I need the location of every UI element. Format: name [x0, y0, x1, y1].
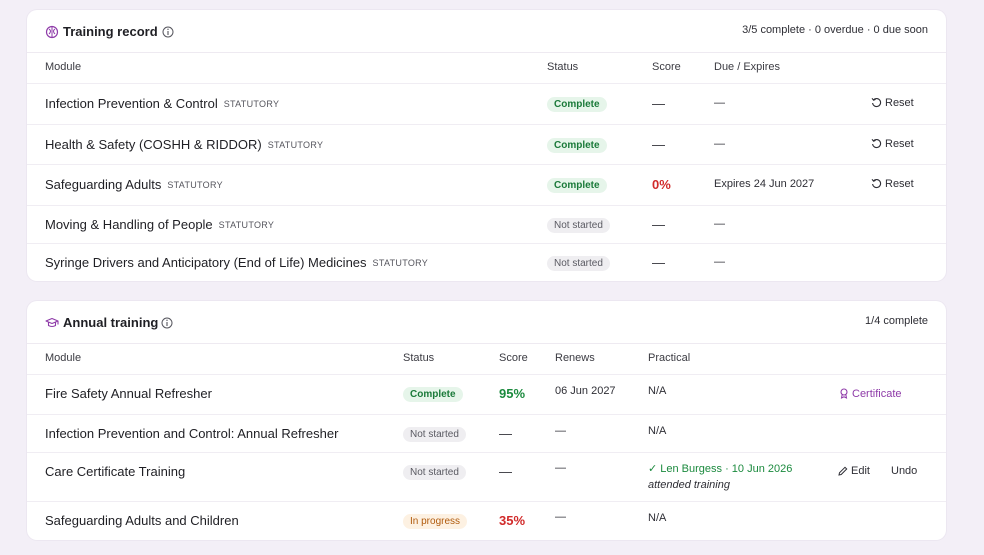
score-value: 0% [652, 177, 671, 192]
reset-button[interactable]: Reset [871, 97, 914, 109]
award-icon [840, 388, 848, 399]
practical-signoff: ✓ Len Burgess · 10 Jun 2026 [648, 463, 793, 475]
module-name[interactable]: Fire Safety Annual Refresher [45, 386, 212, 401]
table-row: Safeguarding Adults and Children In prog… [27, 501, 946, 540]
pencil-icon [838, 466, 848, 476]
annual-training-card: Annual training 1/4 complete Module Stat… [27, 301, 946, 540]
column-header-practical: Practical [648, 352, 691, 364]
score-value: 95% [499, 386, 526, 401]
info-icon[interactable] [161, 317, 173, 329]
module-name[interactable]: Safeguarding Adults STATUTORY [45, 177, 223, 192]
status-badge: Not started [547, 218, 610, 233]
score-value: — [652, 137, 665, 152]
undo-button[interactable]: Undo [891, 465, 918, 477]
status-badge: Not started [403, 465, 466, 480]
table-row: Infection Prevention and Control: Annual… [27, 414, 946, 452]
training-record-card: Training record 3/5 complete · 0 overdue… [27, 10, 946, 281]
module-name[interactable]: Safeguarding Adults and Children [45, 513, 239, 528]
training-record-summary: 3/5 complete · 0 overdue · 0 due soon [742, 24, 928, 36]
practical-note: attended training [648, 479, 730, 491]
reset-icon [871, 97, 882, 108]
reset-label: Reset [885, 97, 914, 109]
practical-value: N/A [648, 425, 667, 437]
status-badge: Not started [547, 256, 610, 271]
module-label: Safeguarding Adults [45, 177, 162, 192]
table-row: Care Certificate Training Not started — … [27, 452, 946, 501]
score-value: — [499, 464, 512, 479]
table-row: Syringe Drivers and Anticipatory (End of… [27, 243, 946, 281]
certificate-link[interactable]: Certificate [839, 388, 902, 400]
table-row: Fire Safety Annual Refresher Complete 95… [27, 374, 946, 414]
status-badge: Complete [547, 97, 607, 112]
status-badge: Complete [547, 138, 607, 153]
statutory-tag: STATUTORY [372, 258, 429, 268]
due-value: — [714, 138, 725, 150]
status-badge: Not started [403, 427, 466, 442]
column-header-status: Status [403, 352, 435, 364]
module-label: Health & Safety (COSHH & RIDDOR) [45, 137, 262, 152]
score-value: — [499, 426, 512, 441]
expiry-date: Expires 24 Jun 2027 [714, 178, 815, 190]
column-header-score: Score [652, 61, 681, 73]
column-header-module: Module [45, 352, 82, 364]
score-value: — [652, 255, 665, 270]
column-header-score: Score [499, 352, 528, 364]
module-name[interactable]: Infection Prevention and Control: Annual… [45, 426, 339, 441]
reset-label: Reset [885, 178, 914, 190]
module-name[interactable]: Syringe Drivers and Anticipatory (End of… [45, 255, 428, 270]
statutory-tag: STATUTORY [167, 180, 223, 190]
table-row: Safeguarding Adults STATUTORY Complete 0%… [27, 164, 946, 205]
info-icon[interactable] [162, 26, 174, 38]
module-label: Infection Prevention & Control [45, 96, 218, 111]
graduation-cap-icon [45, 317, 59, 328]
certificate-label: Certificate [852, 388, 902, 400]
training-record-header: Training record 3/5 complete · 0 overdue… [27, 10, 946, 53]
column-header-due: Due / Expires [714, 61, 781, 73]
reset-button[interactable]: Reset [871, 178, 914, 190]
column-header-status: Status [547, 61, 579, 73]
renews-date: — [555, 425, 566, 437]
column-header-module: Module [45, 61, 82, 73]
module-label: Syringe Drivers and Anticipatory (End of… [45, 255, 367, 270]
renews-date: — [555, 462, 566, 474]
module-name[interactable]: Care Certificate Training [45, 464, 186, 479]
statutory-tag: STATUTORY [218, 220, 275, 230]
annual-training-header: Annual training 1/4 complete [27, 301, 946, 344]
brain-icon [45, 25, 59, 39]
renews-date: — [555, 511, 566, 523]
module-name[interactable]: Health & Safety (COSHH & RIDDOR) STATUTOR… [45, 137, 323, 152]
module-label: Moving & Handling of People [45, 217, 213, 232]
edit-button[interactable]: Edit [838, 465, 870, 477]
status-badge: In progress [403, 514, 468, 529]
reset-button[interactable]: Reset [871, 138, 914, 150]
annual-training-summary: 1/4 complete [865, 315, 928, 327]
practical-value: N/A [648, 385, 667, 397]
score-value: — [652, 217, 665, 232]
module-name[interactable]: Moving & Handling of People STATUTORY [45, 217, 274, 232]
due-value: — [714, 218, 725, 230]
statutory-tag: STATUTORY [267, 140, 324, 150]
statutory-tag: STATUTORY [223, 99, 280, 109]
score-value: 35% [499, 513, 526, 528]
reset-label: Reset [885, 138, 914, 150]
table-row: Infection Prevention & Control STATUTORY … [27, 83, 946, 124]
due-value: — [714, 256, 725, 268]
reset-icon [871, 178, 882, 189]
table-row: Moving & Handling of People STATUTORY Not… [27, 205, 946, 243]
training-record-title: Training record [63, 24, 158, 39]
practical-value: N/A [648, 512, 667, 524]
table-row: Health & Safety (COSHH & RIDDOR) STATUTOR… [27, 124, 946, 164]
module-name[interactable]: Infection Prevention & Control STATUTORY [45, 96, 279, 111]
due-value: — [714, 97, 725, 109]
renews-date: 06 Jun 2027 [555, 385, 616, 397]
status-badge: Complete [403, 387, 463, 402]
reset-icon [871, 138, 882, 149]
score-value: — [652, 96, 665, 111]
edit-label: Edit [851, 465, 870, 477]
annual-training-title: Annual training [63, 315, 159, 330]
column-header-renews: Renews [555, 352, 595, 364]
status-badge: Complete [547, 178, 607, 193]
